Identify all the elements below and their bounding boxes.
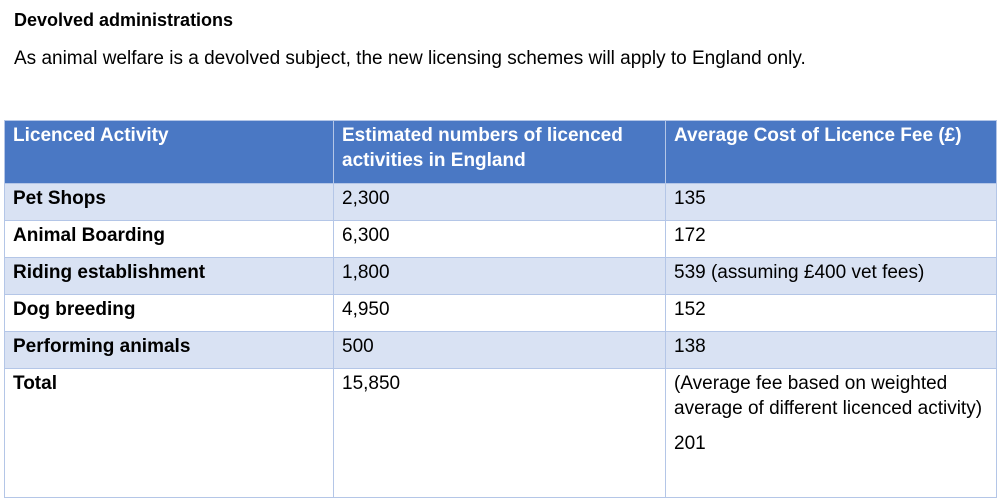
table-cell: 1,800 bbox=[333, 257, 666, 295]
table-cell: 2,300 bbox=[333, 183, 666, 221]
row-label: Riding establishment bbox=[4, 257, 334, 295]
total-row: Total 15,850 (Average fee based on weighte… bbox=[4, 368, 997, 498]
row-label: Pet Shops bbox=[4, 183, 334, 221]
table-row: Dog breeding 4,950 152 bbox=[4, 294, 997, 332]
table-row: Pet Shops 2,300 135 bbox=[4, 183, 997, 221]
table-row: Animal Boarding 6,300 172 bbox=[4, 220, 997, 258]
table-cell: 135 bbox=[665, 183, 997, 221]
fee-note: (Average fee based on weighted average o… bbox=[674, 373, 983, 419]
table-cell: 6,300 bbox=[333, 220, 666, 258]
table-body: Pet Shops 2,300 135 Animal Boarding 6,300 172… bbox=[4, 183, 997, 498]
row-label: Animal Boarding bbox=[4, 220, 334, 258]
table-cell: 500 bbox=[333, 331, 666, 369]
licence-table: Licenced Activity Estimated numbers of l… bbox=[4, 120, 997, 498]
intro-text: As animal welfare is a devolved subject,… bbox=[14, 48, 806, 69]
fee-value: 201 bbox=[674, 433, 706, 454]
header-cell: Estimated numbers of licenced activities… bbox=[333, 120, 666, 184]
row-label: Total bbox=[4, 368, 334, 498]
table-cell: 15,850 bbox=[333, 368, 666, 498]
table-cell: (Average fee based on weighted average o… bbox=[665, 368, 997, 498]
header-cell: Licenced Activity bbox=[4, 120, 334, 184]
table-cell: 172 bbox=[665, 220, 997, 258]
section-heading: Devolved administrations bbox=[14, 10, 234, 30]
table-cell: 152 bbox=[665, 294, 997, 332]
table-row: Riding establishment 1,800 539 (assuming £… bbox=[4, 257, 997, 295]
header-cell: Average Cost of Licence Fee (£) bbox=[665, 120, 997, 184]
row-label: Performing animals bbox=[4, 331, 334, 369]
header-row: Licenced Activity Estimated numbers of l… bbox=[4, 120, 997, 184]
row-label: Dog breeding bbox=[4, 294, 334, 332]
table-cell: 4,950 bbox=[333, 294, 666, 332]
table-cell: 539 (assuming £400 vet fees) bbox=[665, 257, 997, 295]
table-row: Performing animals 500 138 bbox=[4, 331, 997, 369]
table-cell: 138 bbox=[665, 331, 997, 369]
